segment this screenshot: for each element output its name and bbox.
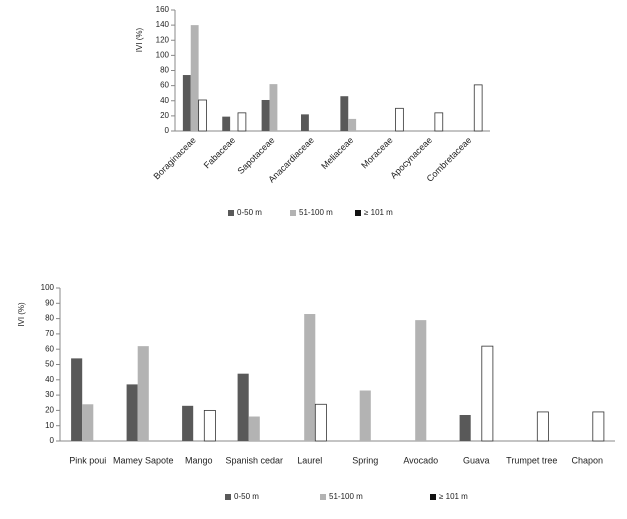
bar: [126, 384, 138, 441]
x-tick-label: Mamey Sapote: [113, 455, 174, 465]
y-tick-label: 140: [156, 20, 170, 29]
y-tick-label: 50: [45, 360, 54, 369]
bar: [203, 409, 216, 442]
bar: [71, 358, 83, 441]
bar: [459, 414, 471, 441]
bar: [304, 314, 316, 441]
x-tick-label: Avocado: [403, 455, 438, 465]
legend-label: 51-100 m: [299, 208, 333, 217]
legend-swatch: [225, 494, 231, 500]
bar: [248, 416, 260, 441]
y-tick-label: 90: [45, 298, 54, 307]
bar: [182, 75, 191, 131]
y-tick-label: 10: [45, 421, 54, 430]
legend-label: 51-100 m: [329, 492, 363, 501]
y-tick-label: 120: [156, 35, 170, 44]
y-tick-label: 20: [160, 111, 169, 120]
x-tick-label: Chapon: [571, 455, 603, 465]
y-tick-label: 40: [160, 96, 169, 105]
y-tick-label: 160: [156, 5, 170, 14]
legend-swatch: [228, 210, 234, 216]
legend-swatch: [355, 210, 361, 216]
bar: [269, 84, 278, 131]
bar: [301, 114, 309, 131]
y-tick-label: 60: [160, 81, 169, 90]
bar: [198, 99, 207, 132]
x-tick-label: Boraginaceae: [151, 135, 197, 181]
y-tick-label: 70: [45, 329, 54, 338]
y-tick-label: 80: [160, 66, 169, 75]
bar: [434, 112, 444, 132]
legend-label: ≥ 101 m: [364, 208, 393, 217]
bar: [415, 320, 427, 441]
x-tick-label: Meliaceae: [319, 135, 355, 171]
bar: [348, 118, 357, 131]
bar: [536, 411, 549, 442]
x-tick-label: Mango: [185, 455, 213, 465]
y-tick-label: 0: [50, 436, 55, 445]
x-tick-label: Sapotaceae: [235, 135, 276, 176]
y-tick-label: 100: [156, 50, 170, 59]
y-tick-label: 40: [45, 375, 54, 384]
y-axis-label: IVI (%): [17, 302, 26, 327]
legend-swatch: [430, 494, 436, 500]
y-axis-label: IVI (%): [135, 27, 144, 52]
bar: [359, 390, 371, 441]
y-tick-label: 0: [165, 126, 170, 135]
legend-swatch: [290, 210, 296, 216]
x-tick-label: Spring: [352, 455, 378, 465]
bar: [473, 84, 483, 132]
legend-label: 0-50 m: [234, 492, 259, 501]
y-tick-label: 20: [45, 406, 54, 415]
x-tick-label: Moraceae: [359, 135, 394, 170]
x-tick-label: Pink poui: [69, 455, 106, 465]
bar: [314, 403, 327, 442]
y-tick-label: 60: [45, 344, 54, 353]
bar: [481, 345, 494, 442]
legend-label: ≥ 101 m: [439, 492, 468, 501]
x-tick-label: Trumpet tree: [506, 455, 557, 465]
bar: [222, 116, 231, 131]
bar: [237, 112, 247, 132]
bar: [395, 107, 404, 132]
bar: [182, 405, 194, 441]
bar: [340, 96, 349, 131]
bar: [190, 25, 199, 131]
y-tick-label: 30: [45, 390, 54, 399]
bar: [237, 373, 249, 441]
x-tick-label: Fabaceae: [202, 135, 237, 170]
x-tick-label: Spanish cedar: [225, 455, 283, 465]
x-tick-label: Guava: [463, 455, 490, 465]
bar: [137, 346, 149, 441]
x-tick-label: Laurel: [297, 455, 322, 465]
legend-label: 0-50 m: [237, 208, 262, 217]
y-tick-label: 100: [41, 283, 55, 292]
bar: [261, 99, 270, 131]
bar: [82, 404, 94, 441]
legend-swatch: [320, 494, 326, 500]
bar: [592, 411, 605, 442]
y-tick-label: 80: [45, 314, 54, 323]
